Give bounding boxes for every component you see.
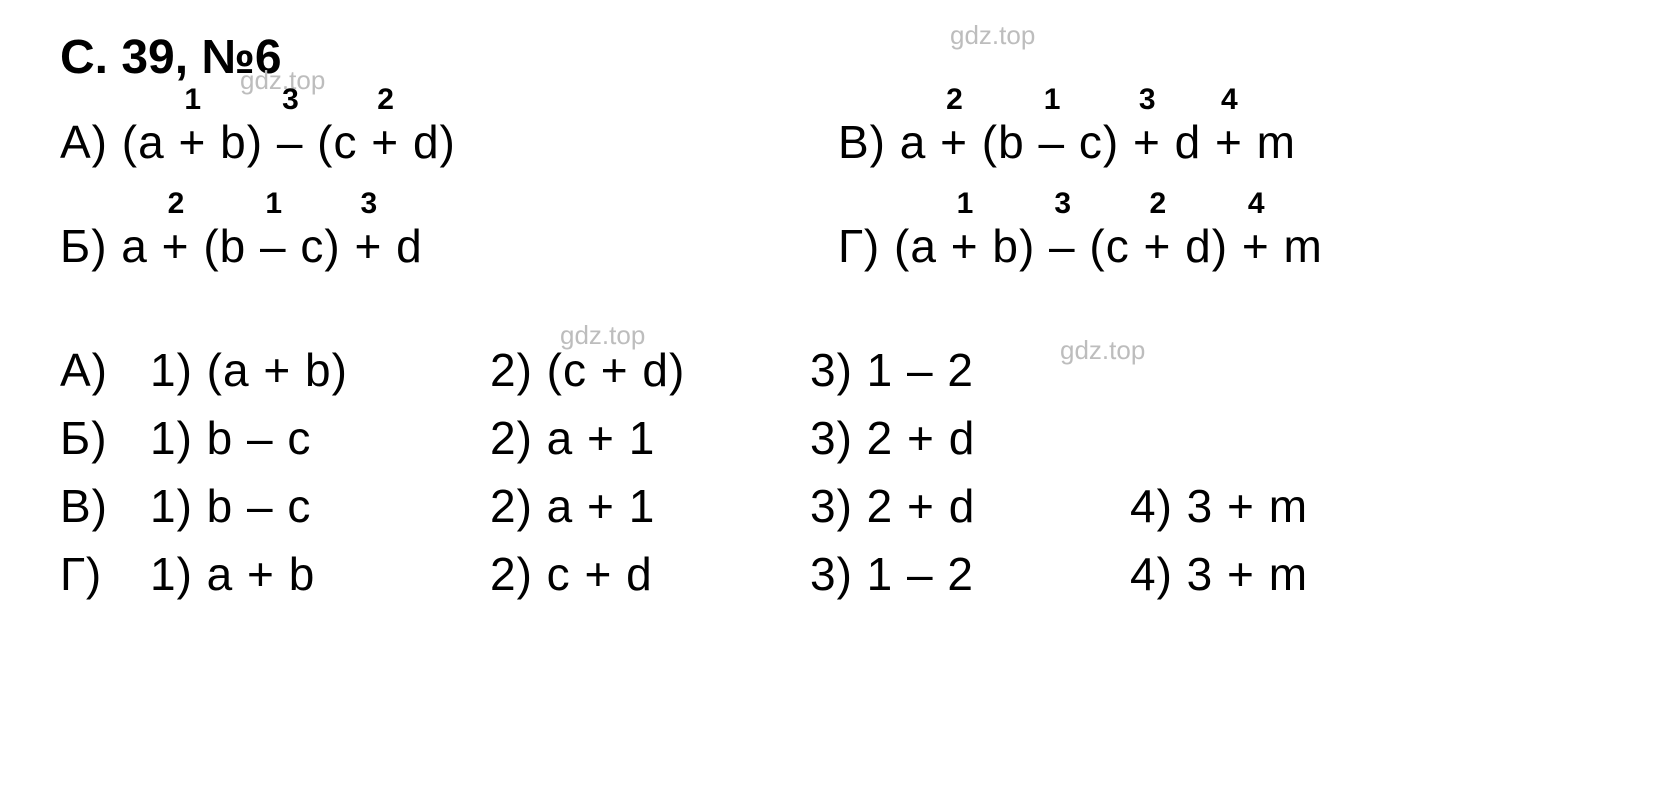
order-superscript: 3 [1139,83,1157,117]
step-row-B: Б) 1) b – c 2) a + 1 3) 2 + d [60,411,1616,465]
step-label-A: А) [60,343,150,397]
step-B-2: 2) a + 1 [490,411,810,465]
col-G: Г) (a + b) – (c + d) + m1324 [838,219,1616,273]
expr-part: d) [399,116,456,168]
step-V-1: 1) b – c [150,479,490,533]
step-G-4: 4) 3 + m [1130,547,1430,601]
expr-part: (c [1076,220,1144,272]
order-superscript: 2 [946,83,964,117]
steps-block: А) 1) (a + b) 2) (c + d) 3) 1 – 2 Б) 1) … [60,343,1616,601]
expr-part: (b [968,116,1038,168]
expr-part: (a [122,116,179,168]
expr-part: d [382,220,422,272]
expr-part: + [1133,116,1161,168]
step-label-B: Б) [60,411,150,465]
order-superscript: 3 [1054,187,1072,221]
expr-part: a [121,220,161,272]
watermark-3: gdz.top [560,320,645,351]
order-superscript: 2 [1149,187,1167,221]
expr-part: a [900,116,940,168]
expr-label: А) [60,116,122,168]
expr-part: – [260,220,287,272]
expr-G: Г) (a + b) – (c + d) + m1324 [838,219,1616,273]
order-superscript: 4 [1248,187,1266,221]
expr-part: – [277,116,304,168]
expr-part: (b [190,220,260,272]
expr-label: В) [838,116,900,168]
step-row-G: Г) 1) a + b 2) c + d 3) 1 – 2 4) 3 + m [60,547,1616,601]
step-A-1: 1) (a + b) [150,343,490,397]
step-B-1: 1) b – c [150,411,490,465]
step-row-V: В) 1) b – c 2) a + 1 3) 2 + d 4) 3 + m [60,479,1616,533]
expr-part: d [1161,116,1215,168]
annotated-row-2: Б) a + (b – c) + d213 Г) (a + b) – (c + … [60,219,1616,273]
order-superscript: 1 [957,187,975,221]
expr-part: + [1215,116,1243,168]
expr-label: Г) [838,220,894,272]
order-superscript: 1 [265,187,283,221]
expr-part: + [162,220,190,272]
order-superscript: 2 [377,83,395,117]
col-V: В) a + (b – c) + d + m2134 [838,115,1616,169]
expr-part: + [371,116,399,168]
expr-part: c) [1065,116,1133,168]
expr-A: А) (a + b) – (c + d)132 [60,115,838,169]
expr-part: – [1039,116,1066,168]
step-label-V: В) [60,479,150,533]
page-root: С. 39, №6 gdz.top gdz.top gdz.top gdz.to… [0,0,1676,801]
expr-part: – [1049,220,1076,272]
step-G-2: 2) c + d [490,547,810,601]
watermark-2: gdz.top [950,20,1035,51]
step-V-2: 2) a + 1 [490,479,810,533]
step-B-3: 3) 2 + d [810,411,1130,465]
order-superscript: 4 [1221,83,1239,117]
step-A-2: 2) (c + d) [490,343,810,397]
expr-label: Б) [60,220,121,272]
expr-part: b) [979,220,1049,272]
col-B: Б) a + (b – c) + d213 [60,219,838,273]
order-superscript: 1 [1044,83,1062,117]
step-G-3: 3) 1 – 2 [810,547,1130,601]
annotated-row-1: А) (a + b) – (c + d)132 В) a + (b – c) +… [60,115,1616,169]
step-row-A: А) 1) (a + b) 2) (c + d) 3) 1 – 2 [60,343,1616,397]
expr-part: + [178,116,206,168]
expr-part: m [1243,116,1296,168]
expr-part: d) [1171,220,1241,272]
order-superscript: 3 [360,187,378,221]
expr-B: Б) a + (b – c) + d213 [60,219,838,273]
expr-part: b) [206,116,276,168]
col-A: А) (a + b) – (c + d)132 [60,115,838,169]
step-label-G: Г) [60,547,150,601]
step-A-4 [1130,343,1430,397]
expr-part: + [940,116,968,168]
step-V-4: 4) 3 + m [1130,479,1430,533]
expr-part: + [1242,220,1270,272]
expr-part: + [355,220,383,272]
expr-part: (a [894,220,951,272]
step-G-1: 1) a + b [150,547,490,601]
expr-V: В) a + (b – c) + d + m2134 [838,115,1616,169]
expr-part: + [1144,220,1172,272]
order-superscript: 3 [282,83,300,117]
expr-part: m [1270,220,1323,272]
expr-part: + [951,220,979,272]
step-B-4 [1130,411,1430,465]
watermark-4: gdz.top [1060,335,1145,366]
order-superscript: 2 [168,187,186,221]
expr-part: (c [303,116,371,168]
step-V-3: 3) 2 + d [810,479,1130,533]
order-superscript: 1 [184,83,202,117]
expr-part: c) [287,220,355,272]
